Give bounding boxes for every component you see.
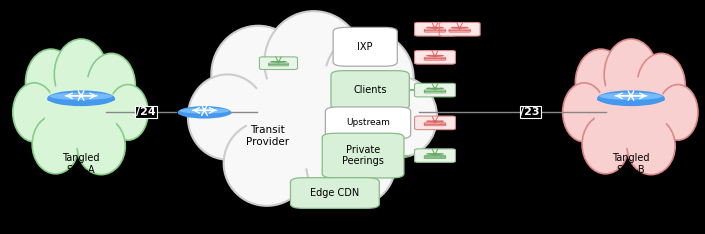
Ellipse shape: [273, 61, 284, 63]
Ellipse shape: [600, 93, 662, 100]
FancyBboxPatch shape: [290, 178, 379, 208]
Ellipse shape: [462, 27, 469, 28]
Ellipse shape: [306, 124, 396, 207]
Ellipse shape: [438, 88, 444, 89]
Circle shape: [441, 157, 442, 158]
FancyBboxPatch shape: [439, 22, 480, 36]
Ellipse shape: [87, 53, 135, 117]
Ellipse shape: [587, 79, 675, 154]
Text: Tangled
Site-B: Tangled Site-B: [612, 153, 650, 175]
Ellipse shape: [438, 55, 444, 56]
Ellipse shape: [582, 115, 629, 174]
Ellipse shape: [275, 61, 282, 62]
Ellipse shape: [575, 49, 626, 117]
Ellipse shape: [363, 77, 437, 157]
Ellipse shape: [25, 49, 76, 117]
Ellipse shape: [426, 55, 432, 56]
Ellipse shape: [438, 153, 444, 155]
Ellipse shape: [431, 153, 439, 155]
Ellipse shape: [281, 61, 287, 62]
Text: Transit
Provider: Transit Provider: [246, 125, 290, 146]
Ellipse shape: [264, 11, 363, 113]
Ellipse shape: [13, 83, 56, 142]
Ellipse shape: [429, 55, 441, 57]
Ellipse shape: [47, 90, 115, 106]
Ellipse shape: [594, 77, 668, 148]
Text: /24: /24: [136, 107, 156, 117]
Ellipse shape: [431, 27, 439, 29]
Ellipse shape: [597, 90, 665, 106]
Ellipse shape: [223, 121, 310, 206]
Ellipse shape: [108, 84, 148, 140]
Ellipse shape: [246, 65, 381, 169]
Ellipse shape: [627, 117, 675, 175]
FancyBboxPatch shape: [415, 51, 455, 64]
Ellipse shape: [426, 153, 432, 155]
Ellipse shape: [77, 117, 125, 175]
Ellipse shape: [325, 32, 414, 124]
Ellipse shape: [431, 55, 439, 57]
Ellipse shape: [429, 154, 441, 155]
Ellipse shape: [438, 120, 444, 122]
FancyBboxPatch shape: [415, 22, 455, 36]
Ellipse shape: [454, 27, 465, 29]
Ellipse shape: [178, 106, 231, 119]
Ellipse shape: [188, 74, 267, 160]
Ellipse shape: [212, 26, 305, 123]
FancyBboxPatch shape: [333, 27, 398, 66]
FancyBboxPatch shape: [415, 83, 455, 97]
Circle shape: [441, 156, 442, 157]
FancyBboxPatch shape: [322, 133, 404, 178]
Ellipse shape: [456, 27, 463, 29]
Ellipse shape: [426, 120, 432, 122]
Ellipse shape: [429, 27, 441, 29]
FancyBboxPatch shape: [326, 107, 410, 139]
Ellipse shape: [426, 27, 432, 28]
Ellipse shape: [180, 108, 229, 114]
Ellipse shape: [429, 121, 441, 122]
FancyBboxPatch shape: [415, 149, 455, 162]
Text: IXP: IXP: [357, 42, 373, 52]
Text: Upstream: Upstream: [346, 118, 390, 127]
Text: /23: /23: [520, 107, 540, 117]
Ellipse shape: [431, 120, 439, 122]
Circle shape: [441, 124, 442, 125]
Text: Clients: Clients: [353, 85, 387, 95]
Ellipse shape: [426, 88, 432, 89]
Ellipse shape: [658, 84, 698, 140]
Ellipse shape: [37, 79, 125, 154]
Ellipse shape: [438, 27, 444, 28]
Ellipse shape: [54, 39, 108, 110]
Ellipse shape: [32, 115, 79, 174]
Ellipse shape: [637, 53, 685, 117]
Ellipse shape: [431, 88, 439, 89]
Ellipse shape: [44, 77, 118, 148]
Ellipse shape: [47, 96, 115, 104]
Text: Private
Peerings: Private Peerings: [342, 145, 384, 166]
FancyBboxPatch shape: [415, 116, 455, 130]
FancyBboxPatch shape: [331, 71, 409, 110]
Ellipse shape: [50, 93, 112, 100]
Ellipse shape: [178, 110, 231, 117]
Ellipse shape: [429, 88, 441, 90]
Ellipse shape: [563, 83, 606, 142]
Ellipse shape: [270, 61, 276, 62]
Ellipse shape: [450, 27, 457, 28]
FancyBboxPatch shape: [259, 57, 298, 69]
Text: Tangled
Site-A: Tangled Site-A: [62, 153, 100, 175]
Ellipse shape: [597, 96, 665, 104]
Circle shape: [441, 123, 442, 124]
Text: Edge CDN: Edge CDN: [310, 188, 360, 198]
Ellipse shape: [233, 68, 394, 178]
Ellipse shape: [604, 39, 658, 110]
